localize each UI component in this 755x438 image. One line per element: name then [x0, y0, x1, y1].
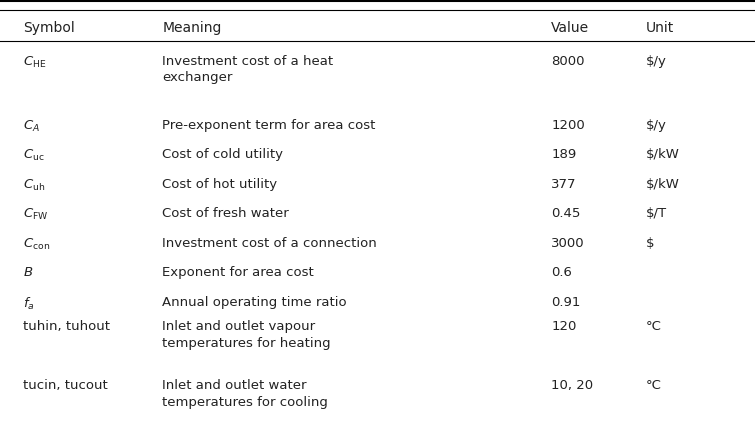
Text: Cost of cold utility: Cost of cold utility	[162, 148, 283, 161]
Text: Annual operating time ratio: Annual operating time ratio	[162, 295, 347, 308]
Text: Investment cost of a heat
exchanger: Investment cost of a heat exchanger	[162, 55, 334, 84]
Text: Pre-exponent term for area cost: Pre-exponent term for area cost	[162, 119, 376, 131]
Text: Investment cost of a connection: Investment cost of a connection	[162, 236, 377, 249]
Text: $C_{\mathrm{con}}$: $C_{\mathrm{con}}$	[23, 236, 50, 251]
Text: 0.91: 0.91	[551, 295, 581, 308]
Text: 377: 377	[551, 177, 577, 191]
Text: Cost of hot utility: Cost of hot utility	[162, 177, 277, 191]
Text: Symbol: Symbol	[23, 21, 75, 35]
Text: 120: 120	[551, 320, 577, 333]
Text: $C_{\mathrm{uh}}$: $C_{\mathrm{uh}}$	[23, 177, 45, 192]
Text: tucin, tucout: tucin, tucout	[23, 378, 107, 392]
Text: $C_{\mathrm{HE}}$: $C_{\mathrm{HE}}$	[23, 55, 46, 70]
Text: $C_{A}$: $C_{A}$	[23, 119, 39, 134]
Text: Meaning: Meaning	[162, 21, 222, 35]
Text: Unit: Unit	[646, 21, 673, 35]
Text: Exponent for area cost: Exponent for area cost	[162, 265, 314, 279]
Text: 8000: 8000	[551, 55, 584, 68]
Text: $f_{a}$: $f_{a}$	[23, 295, 35, 311]
Text: $C_{\mathrm{uc}}$: $C_{\mathrm{uc}}$	[23, 148, 45, 163]
Text: °C: °C	[646, 320, 661, 333]
Text: $: $	[646, 236, 654, 249]
Text: Value: Value	[551, 21, 589, 35]
Text: °C: °C	[646, 378, 661, 392]
Text: tuhin, tuhout: tuhin, tuhout	[23, 320, 109, 333]
Text: $/y: $/y	[646, 55, 667, 68]
Text: $/kW: $/kW	[646, 177, 680, 191]
Text: $/y: $/y	[646, 119, 667, 131]
Text: Inlet and outlet vapour
temperatures for heating: Inlet and outlet vapour temperatures for…	[162, 320, 331, 349]
Text: Cost of fresh water: Cost of fresh water	[162, 207, 289, 220]
Text: $B$: $B$	[23, 265, 33, 279]
Text: $/T: $/T	[646, 207, 667, 220]
Text: 189: 189	[551, 148, 576, 161]
Text: 3000: 3000	[551, 236, 585, 249]
Text: 1200: 1200	[551, 119, 585, 131]
Text: 10, 20: 10, 20	[551, 378, 593, 392]
Text: 0.6: 0.6	[551, 265, 572, 279]
Text: Inlet and outlet water
temperatures for cooling: Inlet and outlet water temperatures for …	[162, 378, 328, 408]
Text: $C_{\mathrm{FW}}$: $C_{\mathrm{FW}}$	[23, 207, 48, 222]
Text: $/kW: $/kW	[646, 148, 680, 161]
Text: 0.45: 0.45	[551, 207, 581, 220]
